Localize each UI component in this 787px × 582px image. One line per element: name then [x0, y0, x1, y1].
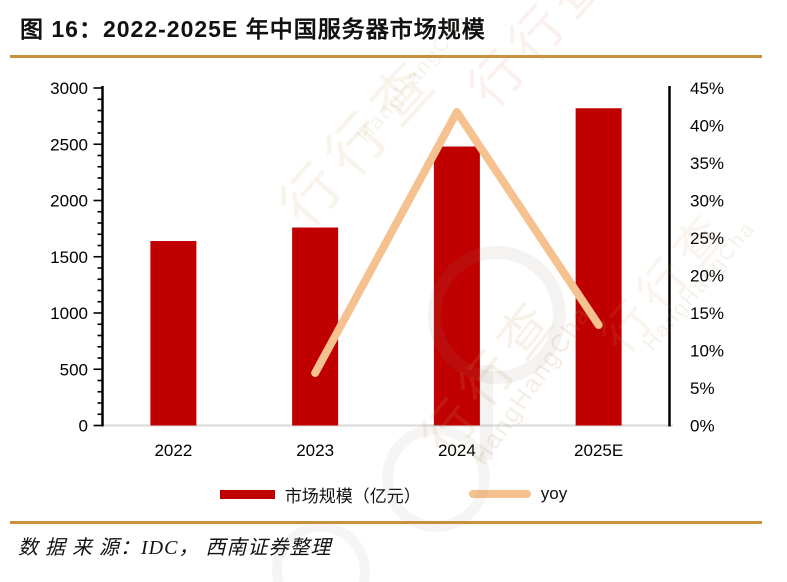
x-axis-label-2025E: 2025E [574, 441, 623, 460]
right-axis-tick-label: 40% [690, 117, 724, 136]
bar-2025E [575, 108, 622, 426]
legend-label: 市场规模（亿元） [284, 486, 421, 506]
right-axis-tick-label: 10% [690, 342, 724, 361]
bottom-divider [10, 521, 762, 524]
right-axis-tick-label: 25% [690, 229, 724, 248]
right-axis-tick-label: 15% [690, 304, 724, 323]
source-note: 数 据 来 源：IDC， 西南证券整理 [18, 537, 332, 559]
yoy-line [311, 108, 603, 377]
left-axis-tick-label: 2000 [50, 192, 88, 211]
left-axis-tick-label: 1000 [50, 304, 88, 323]
right-axis-tick-label: 0% [690, 417, 715, 436]
right-axis-tick-label: 5% [690, 379, 715, 398]
legend-item-yoy: yoy [468, 484, 568, 504]
right-axis-tick-label: 30% [690, 192, 724, 211]
left-axis-tick-label: 1500 [50, 248, 88, 267]
bar-series-swatch [219, 489, 275, 499]
bar-2022 [150, 241, 197, 426]
right-axis-tick-label: 35% [690, 154, 724, 173]
line-series-swatch [468, 490, 531, 498]
chart-legend: 市场规模（亿元） yoy [0, 481, 787, 507]
legend-item-market-size: 市场规模（亿元） [219, 482, 421, 507]
legend-label: yoy [540, 484, 568, 503]
x-axis-label-2022: 2022 [154, 441, 192, 460]
x-axis-label-2024: 2024 [438, 441, 476, 460]
x-axis-label-2023: 2023 [296, 441, 334, 460]
right-axis-tick-label: 45% [690, 79, 724, 98]
left-axis-tick-label: 3000 [50, 79, 88, 98]
left-axis-tick-label: 500 [60, 360, 88, 379]
right-axis-tick-label: 20% [690, 267, 724, 286]
left-axis-tick-label: 0 [79, 417, 88, 436]
figure-title: 图 16：2022-2025E 年中国服务器市场规模 [20, 16, 486, 42]
bar-2024 [433, 146, 480, 426]
top-divider [10, 55, 762, 58]
left-axis-tick-label: 2500 [50, 135, 88, 154]
bar-2023 [292, 227, 339, 426]
